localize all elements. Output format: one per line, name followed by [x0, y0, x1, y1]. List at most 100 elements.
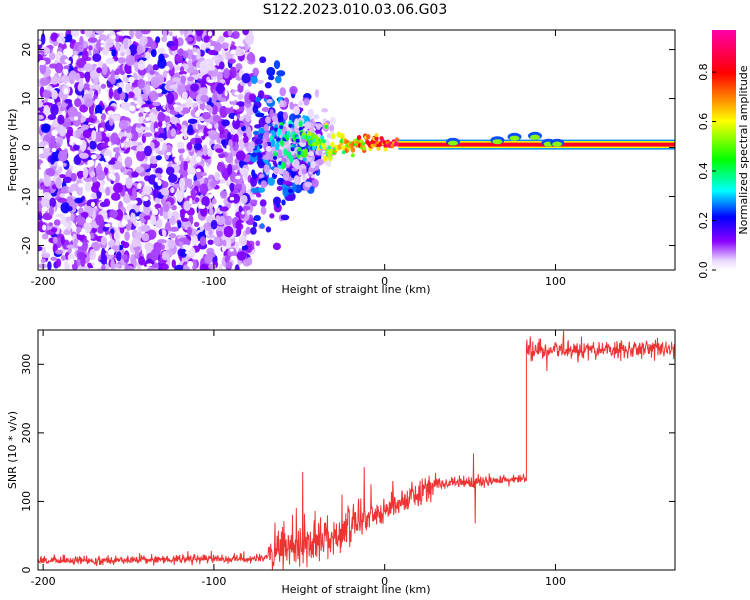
spectrogram-cell — [229, 248, 234, 252]
spectrogram-cell — [144, 145, 152, 157]
spectrogram-cell — [210, 219, 218, 230]
spectrogram-cell — [83, 221, 92, 234]
spectrogram-cell — [190, 83, 199, 92]
spectrogram-cell — [260, 180, 268, 189]
spectrogram-cell — [77, 83, 84, 92]
spectrogram-cell — [286, 130, 291, 138]
snr-y-tick-label: 300 — [20, 354, 33, 375]
spectrogram-cell — [40, 123, 51, 133]
spectrogram-cell — [190, 188, 196, 201]
spectrogram-cell — [179, 66, 185, 73]
spectrogram-cell — [100, 44, 105, 48]
spectrogram-cell — [135, 216, 140, 220]
spectrogram-cell — [238, 205, 243, 213]
spectrogram-cell — [40, 184, 45, 190]
spectrogram-cell — [199, 86, 208, 97]
snr-y-tick-label: 100 — [20, 491, 33, 512]
spectrogram-cell — [552, 141, 563, 147]
spectrogram-cell — [83, 63, 93, 72]
spectrogram-cell — [265, 150, 272, 156]
spectrogram-cell — [93, 265, 98, 270]
spectrogram-cell — [155, 36, 161, 44]
spectrogram-cell — [57, 160, 63, 167]
spectrogram-cell — [143, 199, 151, 208]
spectrogram-cell — [72, 50, 79, 56]
spectrogram-cell — [77, 241, 83, 247]
spectrogram-cell — [62, 48, 70, 55]
spectrogram-y-label: Frequency (Hz) — [6, 109, 19, 192]
spectrogram-cell — [276, 137, 281, 142]
spectrogram-cell — [77, 207, 84, 214]
spectrogram-cell — [163, 203, 170, 213]
spectrogram-cell — [236, 101, 245, 107]
spectrogram-cell — [50, 256, 58, 261]
colorbar: 0.0 0.2 0.4 0.6 0.8 Normalized spectral ampl… — [697, 30, 750, 279]
spectrogram-cell — [276, 128, 282, 136]
spectrogram-cell — [218, 61, 225, 70]
spectrogram-cell — [146, 229, 157, 240]
spectrogram-cell — [225, 107, 231, 115]
spectrogram-cell — [116, 251, 122, 262]
spectrogram-cell — [212, 115, 222, 122]
spectrogram-cell — [225, 261, 233, 269]
spectrogram-cell — [115, 68, 121, 76]
spectrogram-cell — [96, 131, 102, 136]
spectrogram-cell — [72, 54, 79, 60]
spectrogram-cell — [134, 248, 140, 257]
spectrogram-cell — [38, 263, 48, 269]
spectrogram-cell — [157, 47, 166, 55]
spectrogram-cell — [274, 142, 280, 151]
spectrogram-cell — [119, 91, 126, 101]
spectrogram-cell — [176, 191, 184, 203]
spectrogram-cell — [152, 208, 159, 216]
spectrogram-cell — [229, 45, 237, 51]
spectrogram-cell — [160, 187, 170, 196]
spectrogram-cell — [128, 43, 138, 56]
spectrogram-cell — [70, 212, 75, 222]
spectrogram-cell — [157, 120, 163, 128]
spectrogram-cell — [42, 224, 47, 231]
spectrogram-cell — [224, 51, 233, 61]
spectrogram-cell — [94, 104, 103, 116]
spectrogram-cell — [240, 194, 248, 204]
spectrogram-y-ticks: -20 -10 0 10 20 — [20, 43, 675, 254]
spectrogram-y-tick-label: 20 — [20, 43, 33, 57]
spectrogram-cell — [138, 255, 146, 266]
spectrogram-x-tick-label: -100 — [201, 275, 226, 288]
spectrogram-cell — [90, 154, 97, 160]
spectrogram-cell — [38, 246, 43, 252]
spectrogram-cell — [47, 261, 52, 270]
spectrogram-cell — [101, 63, 108, 76]
spectrogram-cell — [54, 62, 64, 74]
snr-x-tick-label: -100 — [201, 575, 226, 588]
spectrogram-cell — [118, 119, 128, 130]
spectrogram-cell — [304, 181, 313, 188]
spectrogram-cell — [116, 31, 123, 35]
spectrogram-cell — [279, 99, 284, 108]
spectrogram-cell — [185, 98, 193, 108]
spectrogram-cell — [257, 161, 266, 169]
spectrogram-cell — [183, 127, 188, 140]
spectrogram-cell — [214, 171, 221, 181]
spectrogram-cell — [90, 171, 96, 178]
spectrogram-cell — [260, 206, 267, 215]
spectrogram-cell — [293, 175, 300, 185]
spectrogram-cell — [150, 76, 161, 89]
spectrogram-cell — [280, 214, 290, 221]
spectrogram-cell — [90, 201, 96, 207]
spectrogram-cell — [99, 127, 105, 132]
spectrogram-cell — [243, 169, 248, 181]
spectrogram-cell — [150, 214, 157, 226]
spectrogram-cell — [289, 101, 294, 110]
spectrogram-cell — [38, 214, 43, 221]
spectrogram-cell — [221, 246, 227, 252]
spectrogram-cell — [109, 209, 119, 219]
spectrogram-cell — [137, 59, 146, 71]
spectrogram-cell — [57, 197, 68, 203]
spectrogram-cell — [323, 155, 328, 162]
spectrogram-cell — [182, 50, 189, 59]
spectrogram-cell — [228, 39, 232, 45]
spectrogram-cell — [85, 75, 90, 83]
spectrogram-cell — [179, 30, 185, 36]
spectrogram-cell — [131, 171, 139, 178]
